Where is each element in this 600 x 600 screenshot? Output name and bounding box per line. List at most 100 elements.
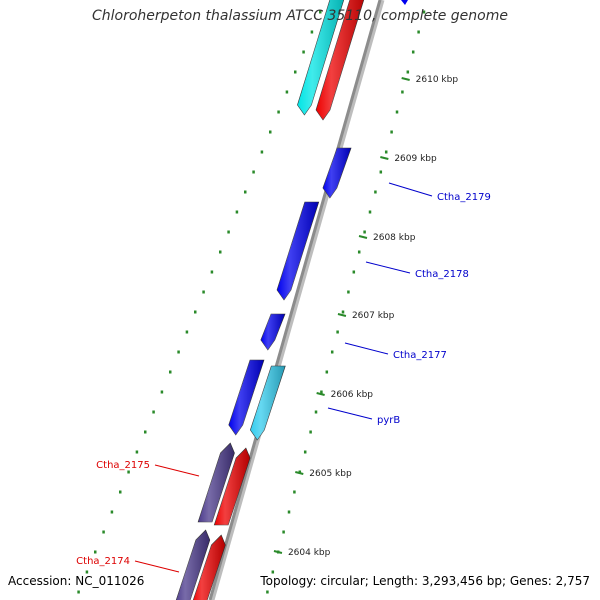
inner-ruler-dot <box>266 590 269 594</box>
outer-ruler-dot <box>294 70 297 74</box>
genome-summary: Topology: circular; Length: 3,293,456 bp… <box>260 574 590 588</box>
outer-ruler-dot <box>169 370 172 374</box>
inner-ruler-dot <box>417 30 420 34</box>
cds-arrow-purple-shading <box>176 530 210 600</box>
outer-ruler-dot <box>235 210 239 214</box>
inner-ruler-dot <box>293 490 296 494</box>
inner-ruler-dot <box>422 10 426 14</box>
gene-callout-line <box>365 261 411 274</box>
gene-callout-line <box>327 407 373 420</box>
gene-label: Ctha_2179 <box>437 192 491 203</box>
outer-ruler-dot <box>152 410 155 414</box>
outer-ruler-dot <box>85 570 89 574</box>
inner-ruler-dot <box>368 210 372 214</box>
inner-ruler-dot <box>384 150 388 154</box>
outer-ruler-dot <box>194 310 197 314</box>
scale-tick <box>273 550 283 554</box>
outer-ruler-dot <box>285 90 289 94</box>
scale-tick-label: 2608 kbp <box>373 233 416 243</box>
outer-ruler-dot <box>177 350 180 354</box>
outer-ruler-dot <box>252 170 255 174</box>
outer-ruler-dot <box>269 130 272 134</box>
outer-ruler-dot <box>110 510 114 514</box>
outer-ruler-dot <box>310 30 314 34</box>
outer-ruler-dot <box>227 230 230 234</box>
gene-arrow-shading <box>260 314 286 350</box>
inner-ruler-dot <box>363 230 366 234</box>
inner-ruler-dot <box>282 530 285 534</box>
inner-ruler-dot <box>298 470 302 474</box>
gene-arrow-shading <box>193 535 226 600</box>
inner-ruler-dot <box>357 250 361 254</box>
scale-tick-label: 2604 kbp <box>288 548 331 558</box>
scale-tick-label: 2605 kbp <box>309 469 352 479</box>
outer-ruler-dot <box>244 190 247 194</box>
inner-ruler-dot <box>390 130 393 134</box>
map-title: Chloroherpeton thalassium ATCC 35110, co… <box>92 8 508 24</box>
cds-arrow-cyan-shading <box>250 366 286 440</box>
outer-ruler-dot <box>77 590 80 594</box>
genome-backbone-shadow <box>209 0 385 600</box>
outer-ruler-dot <box>202 290 205 294</box>
gene-label: Ctha_2177 <box>393 350 447 361</box>
gene-callout-line <box>154 464 200 477</box>
gene-arrow-shading <box>322 148 352 198</box>
outer-ruler-dot <box>135 450 139 454</box>
inner-ruler-dot <box>395 110 399 114</box>
inner-ruler-dot <box>379 170 383 174</box>
gene-arrow-shading <box>228 360 264 435</box>
gene-label: Ctha_2178 <box>415 269 469 280</box>
gene-label: Ctha_2175 <box>96 460 150 471</box>
scale-tick <box>358 235 368 239</box>
outer-ruler-dot <box>302 50 305 54</box>
outer-ruler-dot <box>119 490 122 494</box>
outer-ruler-dot <box>185 330 189 334</box>
inner-ruler-dot <box>320 390 323 394</box>
outer-ruler-dot <box>277 110 280 114</box>
inner-ruler-dot <box>401 90 404 94</box>
gene-callout-line <box>388 182 433 197</box>
scale-tick <box>380 156 389 160</box>
gene-arrow-shading <box>214 448 251 525</box>
outer-ruler-dot <box>127 470 130 474</box>
outer-ruler-dot <box>319 10 322 14</box>
gene-label: Ctha_2174 <box>76 556 130 567</box>
scale-tick <box>337 313 347 317</box>
outer-ruler-dot <box>260 150 264 154</box>
scale-tick-label: 2610 kbp <box>416 75 459 85</box>
scale-tick-label: 2607 kbp <box>352 311 395 321</box>
inner-ruler-dot <box>336 330 339 334</box>
scale-tick-label: 2606 kbp <box>331 390 374 400</box>
outer-ruler-dot <box>144 430 147 434</box>
inner-ruler-dot <box>271 570 275 574</box>
inner-ruler-dot <box>411 50 415 54</box>
gene-callout-line <box>344 342 389 355</box>
outer-ruler-dot <box>210 270 214 274</box>
inner-ruler-dot <box>314 410 318 414</box>
inner-ruler-dot <box>406 70 410 74</box>
inner-ruler-dot <box>325 370 329 374</box>
cds-arrow-cyan-shading <box>297 0 344 115</box>
gene-label: pyrB <box>377 415 400 426</box>
inner-ruler-dot <box>347 290 350 294</box>
scale-tick <box>295 471 304 475</box>
inner-ruler-dot <box>303 450 307 454</box>
scale-tick <box>316 392 325 396</box>
accession-label: Accession: NC_011026 <box>8 574 145 588</box>
inner-ruler-dot <box>309 430 312 434</box>
outer-ruler-dot <box>160 390 164 394</box>
cds-arrow-blue <box>401 0 408 5</box>
scale-tick-label: 2609 kbp <box>394 154 437 164</box>
outer-ruler-dot <box>94 550 97 554</box>
inner-ruler-dot <box>330 350 334 354</box>
genome-backbone <box>208 0 382 600</box>
gene-callout-line <box>134 560 180 573</box>
outer-ruler-dot <box>102 530 105 534</box>
cds-arrow-purple-shading <box>198 443 235 522</box>
inner-ruler-dot <box>287 510 291 514</box>
cds-arrow-red-shading <box>316 0 364 120</box>
inner-ruler-dot <box>341 310 345 314</box>
inner-ruler-dot <box>352 270 356 274</box>
